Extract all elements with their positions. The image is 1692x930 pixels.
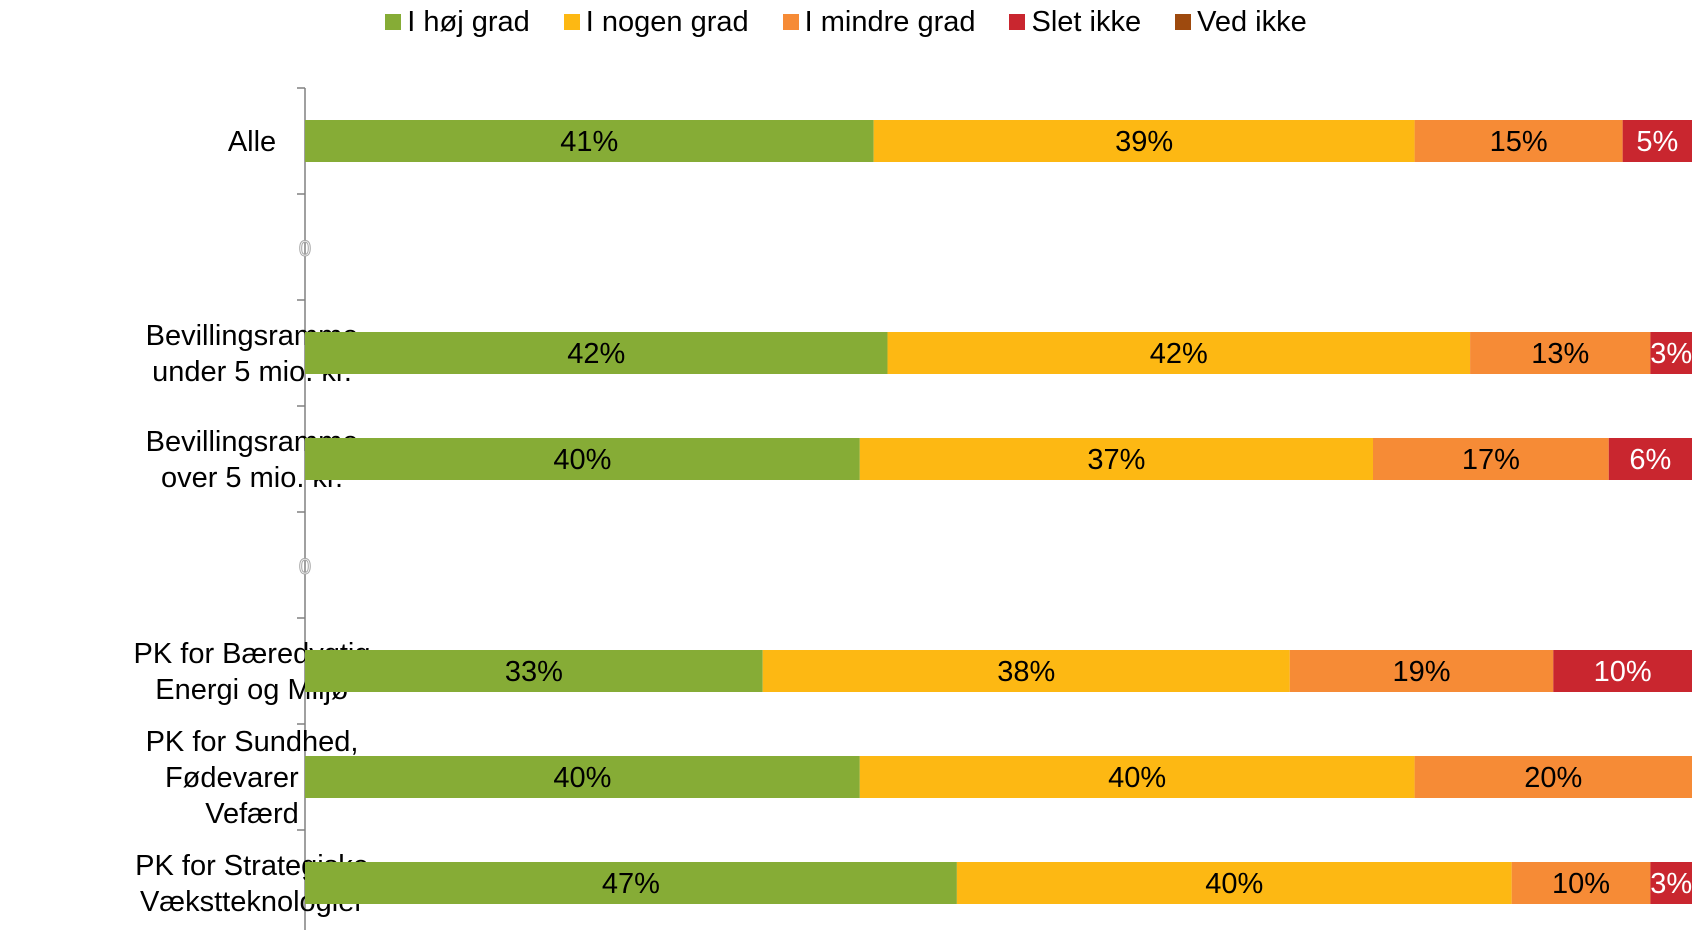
data-label: 13% <box>1531 338 1589 370</box>
category-label: PK for Sundhed, <box>146 726 359 758</box>
data-label: 3% <box>1650 868 1692 900</box>
legend-item-i-nogen-grad: I nogen grad <box>563 5 749 39</box>
legend-item-i-mindre-grad: I mindre grad <box>782 5 976 39</box>
legend-swatch <box>1009 14 1026 30</box>
legend-swatch <box>1175 14 1192 30</box>
bar-segment-i-høj-grad <box>305 120 874 162</box>
legend-item-i-høj-grad: I høj grad <box>385 6 530 39</box>
legend-swatch <box>385 14 402 30</box>
data-label: 33% <box>505 656 563 688</box>
data-label: 40% <box>1205 868 1263 900</box>
bar-segment-i-høj-grad <box>305 650 763 692</box>
bar-segment-i-mindre-grad <box>1372 438 1609 480</box>
bar-segment-slet-ikke <box>1608 438 1692 480</box>
legend-item-slet-ikke: Slet ikke <box>1009 6 1141 39</box>
bar-segment-i-mindre-grad <box>1289 650 1554 692</box>
bar-segment-i-høj-grad <box>305 332 888 374</box>
bar-segment-i-nogen-grad <box>956 862 1512 904</box>
bar-segment-slet-ikke <box>1650 332 1692 374</box>
data-label: 15% <box>1490 126 1548 158</box>
legend-label: Slet ikke <box>1031 5 1142 38</box>
bar-segment-slet-ikke <box>1553 650 1692 692</box>
category-label: 0 <box>299 554 311 579</box>
legend-label: I mindre grad <box>804 5 976 38</box>
bar-segment-slet-ikke <box>1650 862 1692 904</box>
data-label: 40% <box>553 444 611 476</box>
data-label: 10% <box>1552 868 1610 900</box>
category-label: Vefærd <box>205 798 299 830</box>
legend-label: I nogen grad <box>585 5 749 38</box>
legend-label: I høj grad <box>407 5 530 38</box>
data-label: 38% <box>997 656 1055 688</box>
bar-segment-i-nogen-grad <box>873 120 1415 162</box>
data-label: 40% <box>553 762 611 794</box>
bar-segment-slet-ikke <box>1622 120 1692 162</box>
legend-swatch <box>563 14 580 30</box>
legend-item-ved-ikke: Ved ikke <box>1175 6 1307 39</box>
bar-segment-i-høj-grad <box>305 862 957 904</box>
data-label: 17% <box>1462 444 1520 476</box>
data-label: 39% <box>1115 126 1173 158</box>
bar-segment-i-høj-grad <box>305 438 860 480</box>
data-label: 42% <box>567 338 625 370</box>
bar-segment-i-mindre-grad <box>1511 862 1651 904</box>
bar-segment-i-mindre-grad <box>1414 120 1623 162</box>
data-label: 37% <box>1087 444 1145 476</box>
data-label: 6% <box>1629 444 1671 476</box>
data-label: 40% <box>1108 762 1166 794</box>
bar-segment-i-høj-grad <box>305 756 860 798</box>
bar-segment-i-nogen-grad <box>762 650 1290 692</box>
data-label: 20% <box>1524 762 1582 794</box>
data-label: 10% <box>1594 656 1652 688</box>
data-label: 41% <box>560 126 618 158</box>
bar-segment-i-mindre-grad <box>1470 332 1651 374</box>
data-label: 5% <box>1636 126 1678 158</box>
legend-swatch <box>782 14 799 30</box>
data-label: 19% <box>1393 656 1451 688</box>
category-label: 0 <box>299 236 311 261</box>
data-label: 47% <box>602 868 660 900</box>
bar-segment-i-nogen-grad <box>887 332 1471 374</box>
bar-segment-i-nogen-grad <box>859 438 1373 480</box>
legend-label: Ved ikke <box>1197 5 1307 38</box>
data-label: 42% <box>1150 338 1208 370</box>
chart-legend: I høj grad I nogen grad I mindre grad Slet … <box>0 0 1692 44</box>
bar-segment-i-nogen-grad <box>859 756 1415 798</box>
data-label: 3% <box>1650 338 1692 370</box>
category-label: Alle <box>228 126 276 158</box>
bar-segment-i-mindre-grad <box>1414 756 1692 798</box>
